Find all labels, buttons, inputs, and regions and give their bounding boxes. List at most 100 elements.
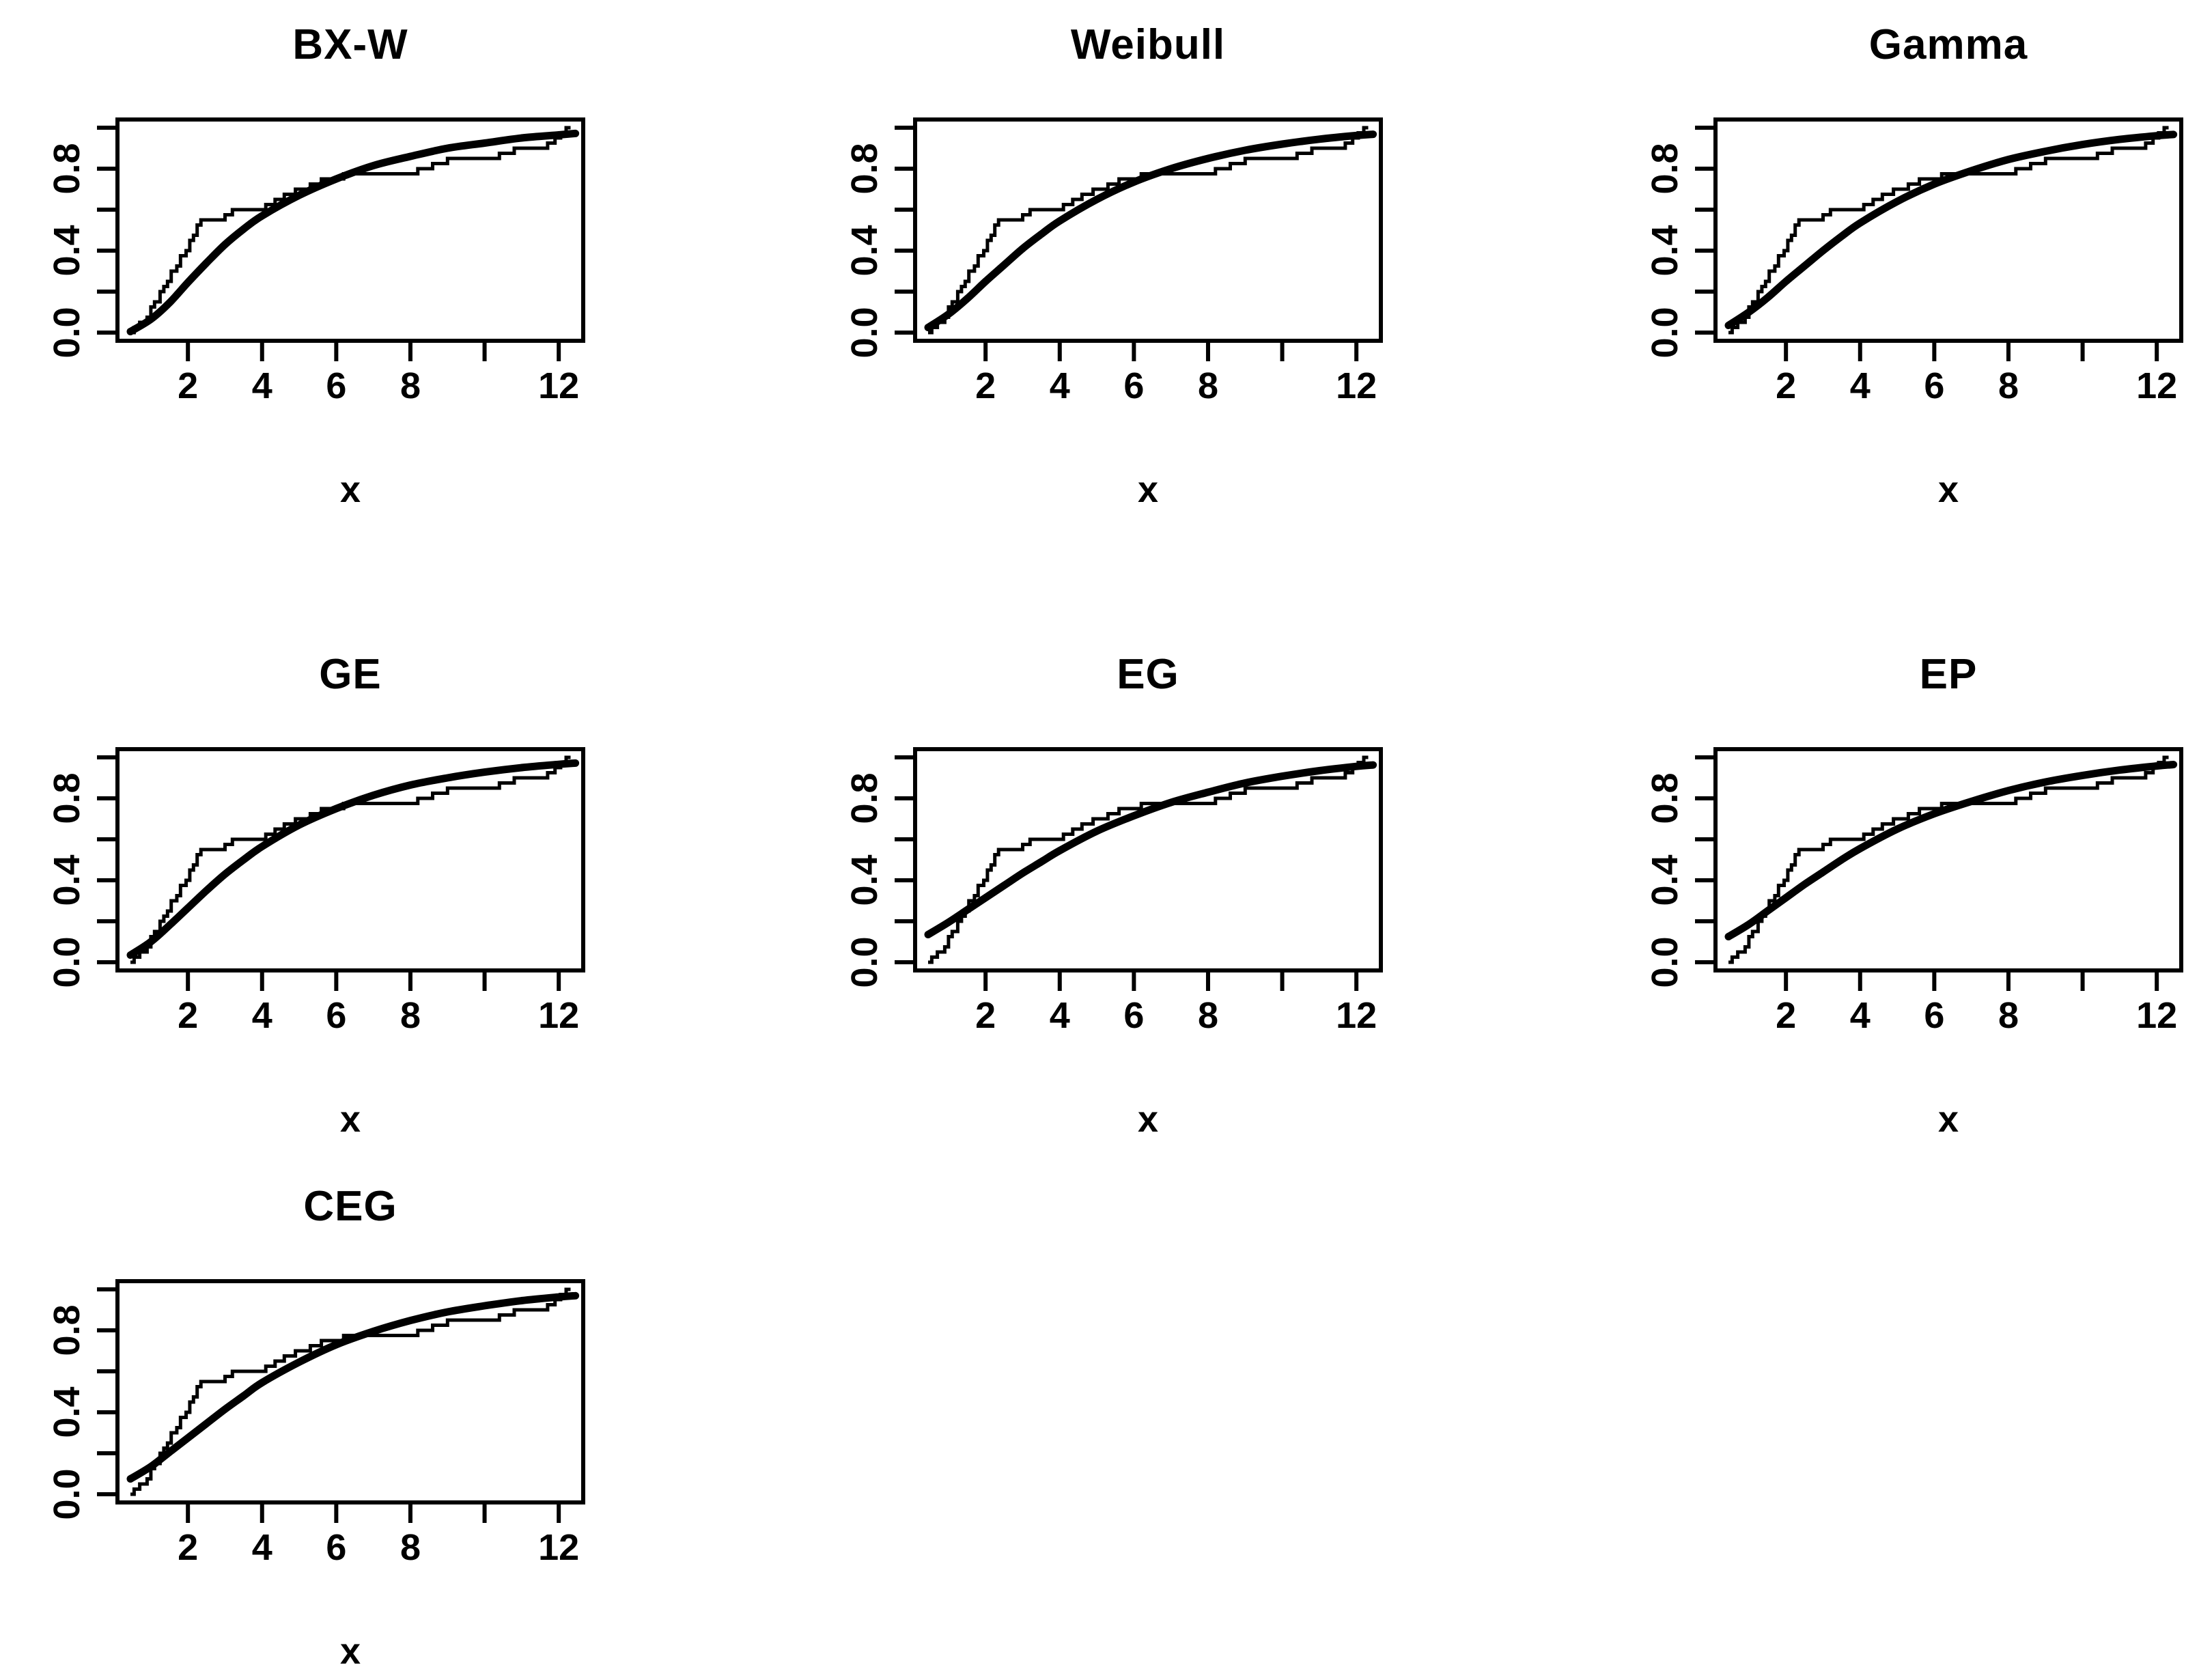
panel-title: EG: [1117, 651, 1179, 698]
panel-title: GE: [319, 651, 382, 698]
x-tick-label: 8: [400, 365, 421, 406]
fitted-cdf-curve: [1724, 130, 2178, 329]
plot-area: 2 4 6 8 12 0.0 0.4 0.8: [46, 747, 585, 1036]
plot-border: [1713, 117, 2183, 343]
x-tick-label: 2: [975, 995, 996, 1036]
x-tick-label: 12: [538, 365, 579, 406]
empirical-cdf-step-line: [130, 755, 571, 964]
cdf-panel: BX-W 2 4 6 8 12 0.0 0.4 0.8 x: [0, 0, 601, 546]
empirical-cdf-step-line: [928, 126, 1369, 335]
y-tick-label: 0.0: [46, 1468, 87, 1520]
x-tick-label: 12: [2136, 365, 2177, 406]
plot-area: 2 4 6 8 12 0.0 0.4 0.8: [1644, 747, 2183, 1036]
plot-area: 2 4 6 8 12 0.0 0.4 0.8: [1644, 117, 2183, 406]
fitted-cdf-curve: [126, 1291, 580, 1483]
cdf-panel: Weibull 2 4 6 8 12 0.0 0.4 0.8 x: [798, 0, 1399, 546]
x-tick-label: 4: [252, 365, 272, 406]
plot-border: [913, 747, 1383, 972]
x-tick-label: 12: [1336, 365, 1377, 406]
x-tick-label: 2: [178, 995, 198, 1036]
y-tick-label: 0.0: [844, 936, 885, 988]
x-axis-label: x: [339, 1631, 361, 1672]
x-tick-label: 4: [1850, 995, 1871, 1036]
x-tick-label: 4: [1050, 365, 1070, 406]
x-tick-label: 6: [326, 995, 346, 1036]
plot-area: 2 4 6 8 12 0.0 0.4 0.8: [844, 117, 1383, 406]
plot-border: [115, 1279, 585, 1504]
x-tick-label: 2: [975, 365, 996, 406]
y-tick-label: 0.8: [844, 772, 885, 824]
cdf-panel: EG 2 4 6 8 12 0.0 0.4 0.8 x: [798, 630, 1399, 1176]
y-tick-label: 0.0: [46, 936, 87, 988]
y-tick-label: 0.4: [1644, 854, 1685, 906]
y-tick-label: 0.4: [1644, 225, 1685, 276]
x-tick-label: 8: [400, 995, 421, 1036]
fitted-cdf-curve: [924, 761, 1377, 938]
x-tick-label: 8: [1998, 995, 2019, 1036]
y-tick-label: 0.8: [1644, 143, 1685, 194]
cdf-panel: CEG 2 4 6 8 12 0.0 0.4 0.8 x: [0, 1162, 601, 1680]
plot-border: [913, 117, 1383, 343]
x-tick-label: 2: [1776, 365, 1796, 406]
panel-title: BX-W: [292, 21, 408, 68]
plot-border: [115, 747, 585, 972]
x-axis-label: x: [339, 469, 361, 510]
x-tick-label: 12: [538, 1527, 579, 1568]
x-tick-label: 2: [1776, 995, 1796, 1036]
panel-title: EP: [1919, 651, 1978, 698]
plot-area: 2 4 6 8 12 0.0 0.4 0.8: [46, 117, 585, 406]
x-tick-label: 4: [1050, 995, 1070, 1036]
x-tick-label: 6: [1123, 995, 1144, 1036]
x-axis-label: x: [1937, 1099, 1959, 1140]
x-tick-label: 4: [252, 995, 272, 1036]
x-axis-label: x: [1937, 469, 1959, 510]
x-tick-label: 6: [1123, 365, 1144, 406]
x-axis-label: x: [1137, 1099, 1159, 1140]
empirical-cdf-step-line: [130, 126, 571, 335]
y-tick-label: 0.0: [1644, 307, 1685, 358]
panel-title: Gamma: [1868, 21, 2028, 68]
empirical-cdf-step-line: [928, 755, 1369, 964]
x-axis-label: x: [1137, 469, 1159, 510]
x-tick-label: 6: [1924, 365, 1944, 406]
x-tick-label: 12: [2136, 995, 2177, 1036]
cdf-panel: GE 2 4 6 8 12 0.0 0.4 0.8 x: [0, 630, 601, 1176]
fitted-cdf-curve: [1724, 761, 2178, 940]
x-tick-label: 12: [538, 995, 579, 1036]
x-tick-label: 6: [1924, 995, 1944, 1036]
x-tick-label: 8: [1198, 365, 1218, 406]
y-tick-label: 0.4: [46, 1386, 87, 1438]
x-tick-label: 12: [1336, 995, 1377, 1036]
panel-title: CEG: [303, 1183, 397, 1230]
x-axis-label: x: [339, 1099, 361, 1140]
x-tick-label: 4: [252, 1527, 272, 1568]
y-tick-label: 0.4: [46, 225, 87, 276]
y-tick-label: 0.0: [1644, 936, 1685, 988]
y-tick-label: 0.0: [844, 307, 885, 358]
x-tick-label: 8: [1998, 365, 2019, 406]
panel-title: Weibull: [1070, 21, 1226, 68]
x-tick-label: 8: [1198, 995, 1218, 1036]
plot-area: 2 4 6 8 12 0.0 0.4 0.8: [46, 1279, 585, 1568]
x-tick-label: 8: [400, 1527, 421, 1568]
empirical-cdf-step-line: [1728, 126, 2169, 335]
plot-border: [1713, 747, 2183, 972]
y-tick-label: 0.8: [844, 143, 885, 194]
x-tick-label: 4: [1850, 365, 1871, 406]
y-tick-label: 0.8: [46, 772, 87, 824]
cdf-panel: EP 2 4 6 8 12 0.0 0.4 0.8 x: [1598, 630, 2199, 1176]
x-tick-label: 6: [326, 1527, 346, 1568]
fitted-cdf-curve: [924, 130, 1377, 331]
plot-border: [115, 117, 585, 343]
y-tick-label: 0.8: [46, 1304, 87, 1356]
x-tick-label: 2: [178, 365, 198, 406]
y-tick-label: 0.4: [844, 854, 885, 906]
fitted-cdf-curve: [126, 759, 580, 959]
y-tick-label: 0.4: [46, 854, 87, 906]
empirical-cdf-step-line: [1728, 755, 2169, 964]
y-tick-label: 0.8: [46, 143, 87, 194]
y-tick-label: 0.0: [46, 307, 87, 358]
y-tick-label: 0.4: [844, 225, 885, 276]
fitted-cdf-curve: [126, 129, 580, 335]
